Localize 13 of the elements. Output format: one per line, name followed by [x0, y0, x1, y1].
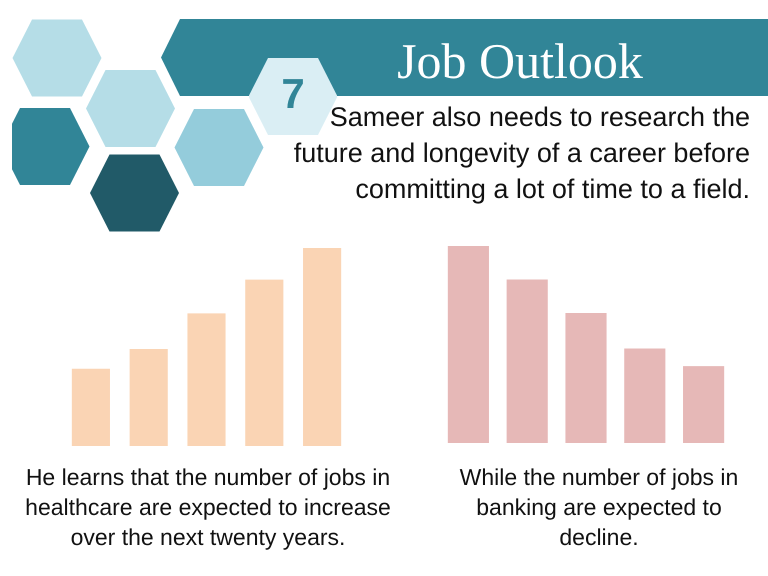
- text: Job Outlook: [396, 33, 644, 89]
- text: While the number of jobs in banking are expected to decline.: [458, 463, 740, 552]
- bar: [624, 348, 666, 443]
- bar: [187, 313, 226, 446]
- bar: [130, 348, 168, 446]
- bar: [245, 280, 284, 446]
- bar: [506, 279, 548, 443]
- bar: [303, 248, 342, 446]
- text: He learns that the number of jobs in healthcare are expected to increase over the next twenty years.: [24, 463, 392, 552]
- bar: [72, 368, 110, 446]
- bar: [448, 246, 489, 443]
- bar: [565, 312, 607, 443]
- bar: [683, 366, 724, 443]
